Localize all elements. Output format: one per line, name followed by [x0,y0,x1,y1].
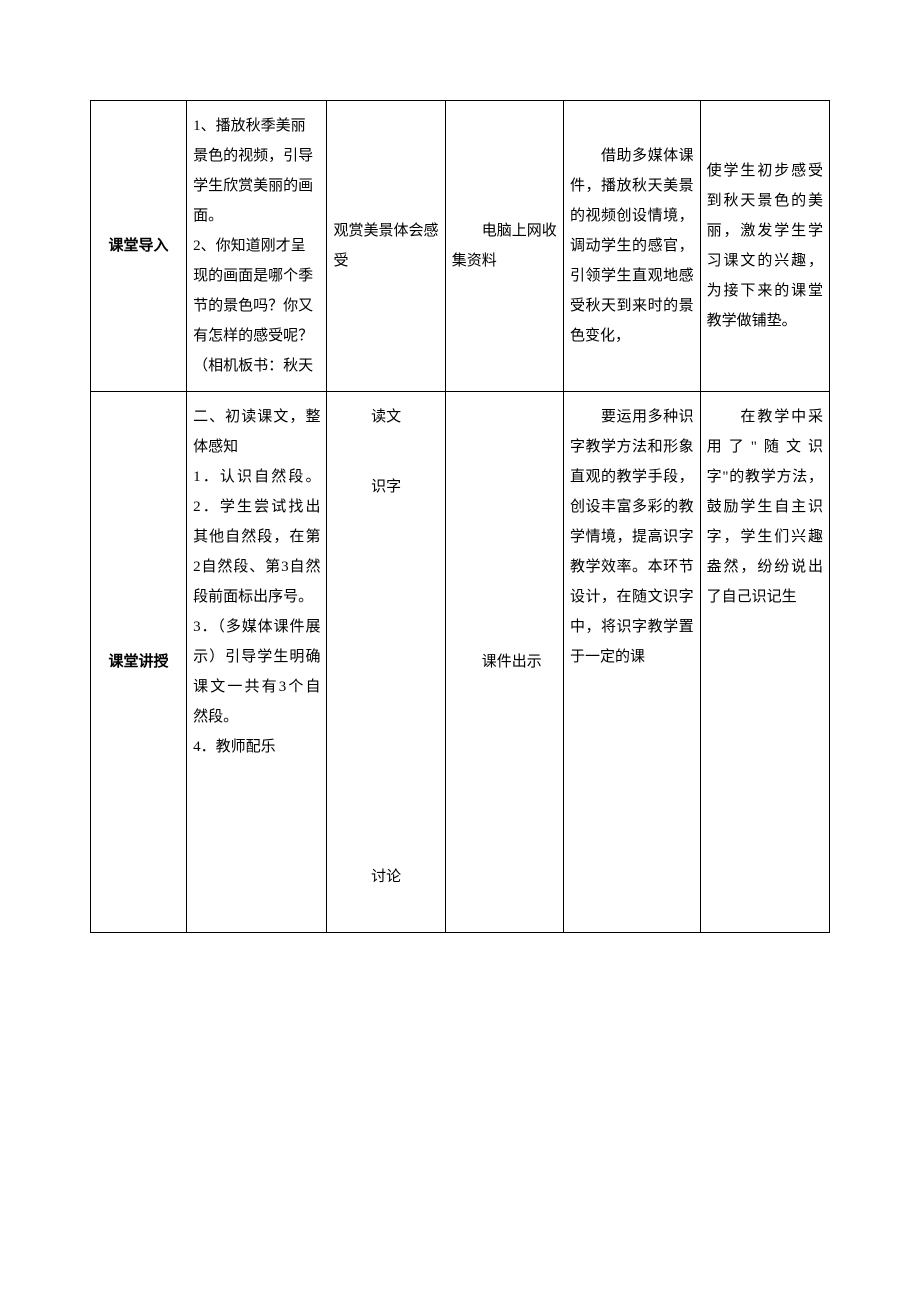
lesson-plan-table: 课堂导入 1、播放秋季美丽景色的视频，引导学生欣赏美丽的画面。 2、你知道刚才呈… [90,100,830,933]
row-header-teach: 课堂讲授 [91,392,187,933]
cell-student-activity-1: 观赏美景体会感受 [327,101,445,392]
cell-student-activity-2: 读文 识字 讨论 [327,392,445,933]
cell-resource-1: 电脑上网收集资料 [445,101,563,392]
cell-teacher-activity-1: 1、播放秋季美丽景色的视频，引导学生欣赏美丽的画面。 2、你知道刚才呈现的画面是… [187,101,327,392]
table-row: 课堂导入 1、播放秋季美丽景色的视频，引导学生欣赏美丽的画面。 2、你知道刚才呈… [91,101,830,392]
cell-effect-2: 在教学中采用了"随文识字"的教学方法，鼓励学生自主识字，学生们兴趣盎然，纷纷说出… [700,392,829,933]
table-row: 课堂讲授 二、初读课文，整体感知 1．认识自然段。2．学生尝试找出其他自然段，在… [91,392,830,933]
cell-design-intent-2: 要运用多种识字教学方法和形象直观的教学手段，创设丰富多彩的教学情境，提高识字教学… [563,392,700,933]
text-content: 二、初读课文，整体感知 1．认识自然段。2．学生尝试找出其他自然段，在第2自然段… [193,409,320,755]
cell-design-intent-1: 借助多媒体课件，播放秋天美景的视频创设情境，调动学生的感官，引领学生直观地感受秋… [563,101,700,392]
activity-read: 读文 [333,402,438,432]
cell-resource-2: 课件出示 [445,392,563,933]
activity-literacy: 识字 [333,472,438,502]
row-header-intro: 课堂导入 [91,101,187,392]
cell-effect-1: 使学生初步感受到秋天景色的美丽，激发学生学习课文的兴趣，为接下来的课堂教学做铺垫… [700,101,829,392]
cell-teacher-activity-2: 二、初读课文，整体感知 1．认识自然段。2．学生尝试找出其他自然段，在第2自然段… [187,392,327,933]
activity-discuss: 讨论 [333,862,438,892]
text-content: 1、播放秋季美丽景色的视频，引导学生欣赏美丽的画面。 2、你知道刚才呈现的画面是… [193,118,313,374]
